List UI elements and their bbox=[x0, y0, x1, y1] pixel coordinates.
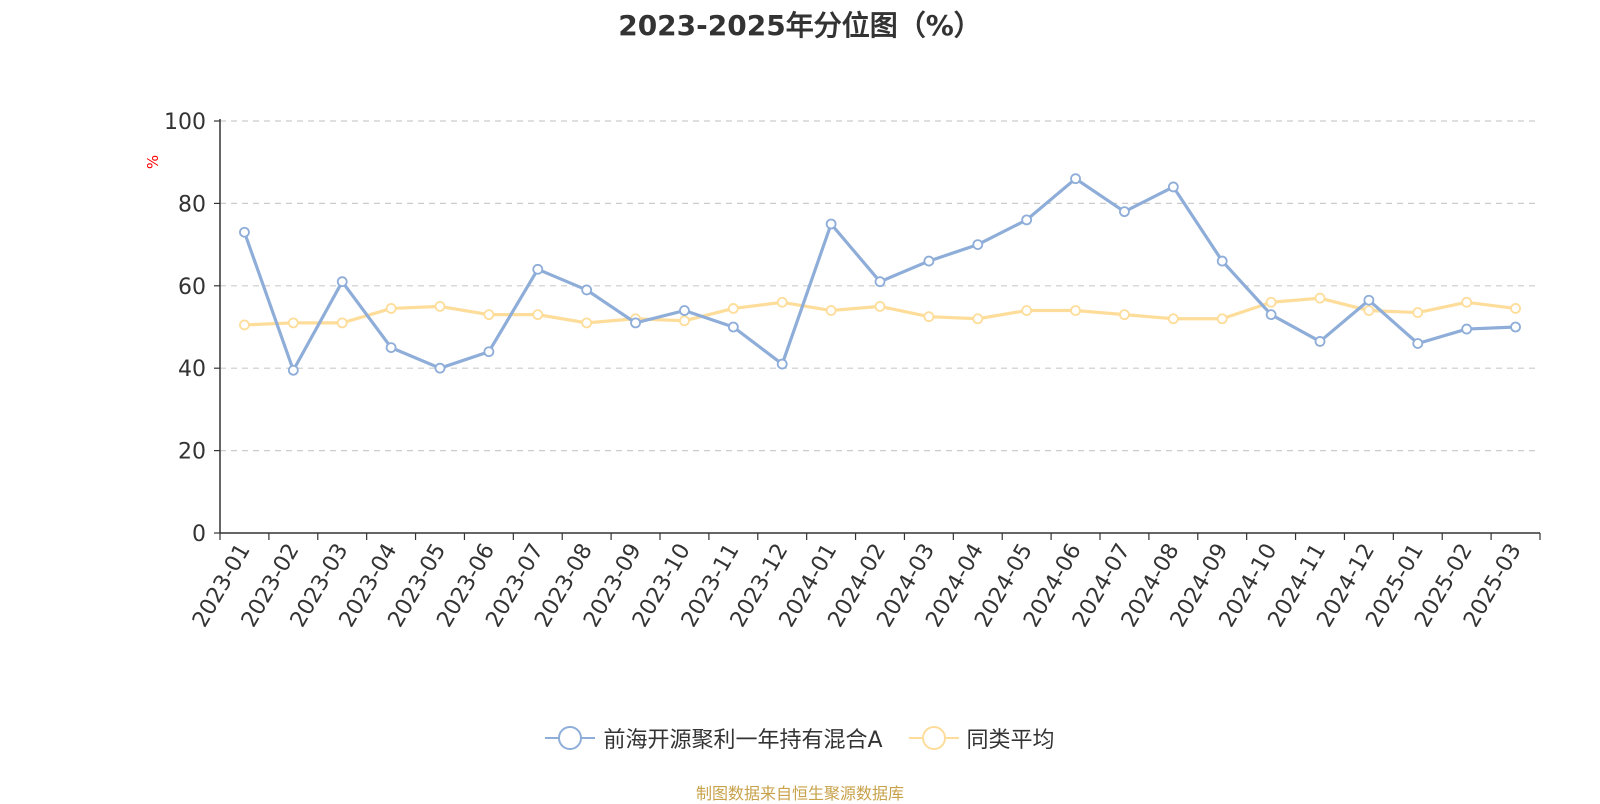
data-point bbox=[679, 305, 690, 316]
data-point bbox=[385, 342, 397, 354]
series-layer bbox=[239, 173, 1521, 376]
axis-layer: 0204060801002023-012023-022023-032023-04… bbox=[164, 110, 1541, 632]
data-point bbox=[1412, 307, 1424, 318]
y-axis-label: % bbox=[144, 155, 162, 169]
y-tick-label: 40 bbox=[178, 357, 206, 382]
legend-label-fund: 前海开源聚利一年持有混合A bbox=[603, 728, 883, 753]
data-point bbox=[581, 284, 593, 296]
data-point bbox=[287, 364, 299, 376]
data-point bbox=[1070, 173, 1081, 185]
data-point bbox=[972, 239, 984, 251]
data-point bbox=[532, 309, 544, 321]
legend-item-fund[interactable]: 前海开源聚利一年持有混合A bbox=[545, 722, 883, 754]
data-point bbox=[727, 303, 739, 314]
data-point bbox=[923, 311, 935, 323]
data-point bbox=[532, 263, 544, 275]
y-tick-label: 60 bbox=[178, 275, 206, 300]
data-point bbox=[1119, 309, 1130, 321]
data-point bbox=[1314, 336, 1326, 347]
chart-title: 2023-2025年分位图（%） bbox=[618, 9, 982, 42]
data-point bbox=[385, 303, 397, 314]
data-point bbox=[874, 276, 886, 288]
legend: 前海开源聚利一年持有混合A 同类平均 bbox=[0, 722, 1600, 754]
data-point bbox=[434, 362, 446, 374]
legend-label-peer-average: 同类平均 bbox=[966, 728, 1055, 753]
data-point bbox=[434, 300, 446, 312]
y-tick-label: 20 bbox=[178, 440, 206, 465]
data-point bbox=[874, 300, 886, 312]
legend-item-peer-average[interactable]: 同类平均 bbox=[908, 722, 1055, 754]
data-point bbox=[1021, 305, 1033, 316]
data-point bbox=[679, 315, 690, 327]
legend-marker-fund-icon bbox=[545, 726, 596, 750]
data-point bbox=[1216, 255, 1228, 267]
data-point bbox=[483, 346, 495, 358]
data-point bbox=[1070, 305, 1081, 316]
data-point bbox=[776, 296, 788, 308]
data-point bbox=[630, 317, 641, 329]
data-point bbox=[1461, 296, 1473, 308]
data-point bbox=[239, 226, 250, 238]
data-point bbox=[1363, 305, 1375, 316]
data-point bbox=[1510, 321, 1521, 333]
y-tick-label: 80 bbox=[178, 192, 206, 217]
data-point bbox=[727, 321, 739, 333]
data-point bbox=[239, 319, 250, 331]
data-point bbox=[1265, 296, 1277, 308]
data-point bbox=[336, 276, 348, 288]
data-point bbox=[336, 317, 348, 329]
data-point bbox=[1461, 323, 1473, 335]
data-point bbox=[1314, 292, 1326, 304]
data-point bbox=[1510, 303, 1521, 314]
data-point bbox=[581, 317, 593, 329]
data-point bbox=[776, 358, 788, 370]
source-note: 制图数据来自恒生聚源数据库 bbox=[695, 784, 904, 803]
data-point bbox=[923, 255, 935, 267]
data-point bbox=[1363, 294, 1375, 306]
data-point bbox=[1216, 313, 1228, 325]
data-point bbox=[825, 218, 837, 230]
data-point bbox=[287, 317, 299, 329]
data-point bbox=[972, 313, 984, 325]
y-tick-label: 100 bbox=[164, 110, 206, 135]
data-point bbox=[1167, 313, 1179, 325]
data-point bbox=[1265, 309, 1277, 321]
data-point bbox=[825, 305, 837, 316]
data-point bbox=[483, 309, 495, 321]
data-point bbox=[1021, 214, 1033, 226]
data-point bbox=[1167, 181, 1179, 193]
y-tick-label: 0 bbox=[192, 522, 206, 547]
data-point bbox=[1119, 206, 1130, 218]
legend-marker-peer-average-icon bbox=[908, 726, 959, 750]
data-point bbox=[1412, 338, 1424, 349]
